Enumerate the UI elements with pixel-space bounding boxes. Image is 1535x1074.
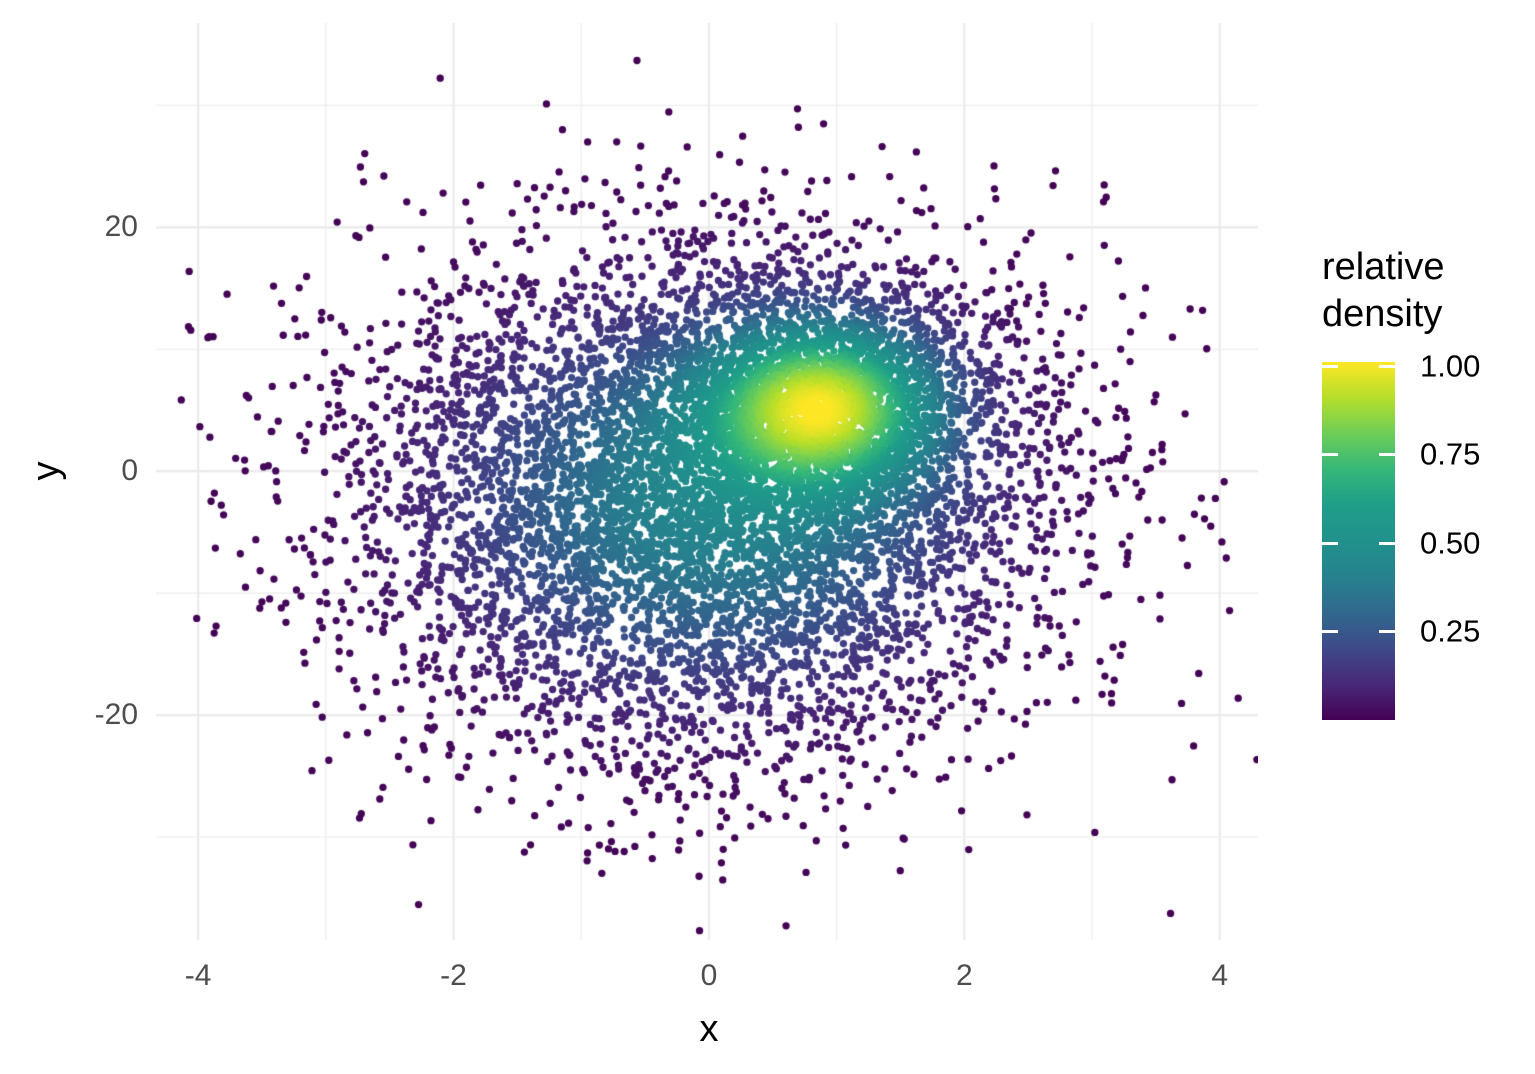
x-tick-label-2: 2 — [955, 959, 973, 992]
x-tick-label--4: -4 — [184, 959, 212, 992]
legend-title-line-2: density — [1322, 293, 1443, 335]
colorbar-tick-0.50-left — [1322, 541, 1338, 545]
colorbar-tick-0.25-right — [1379, 629, 1395, 633]
plot-panel-canvas — [156, 23, 1258, 940]
colorbar-label-1.00: 1.00 — [1420, 348, 1481, 384]
legend-title-line-1: relative — [1322, 246, 1445, 288]
colorbar-label-0.50: 0.50 — [1420, 525, 1481, 560]
colorbar-tick-1.00-left — [1322, 365, 1338, 368]
colorbar-tick-1.00-right — [1379, 365, 1395, 368]
colorbar-label-0.75: 0.75 — [1420, 436, 1481, 472]
x-tick-label-4: 4 — [1211, 959, 1229, 992]
x-tick-label--2: -2 — [440, 959, 467, 992]
colorbar-tick-0.75-right — [1379, 453, 1395, 457]
colorbar-legend: relative density 1.00 0.75 0.50 0.25 — [1322, 244, 1532, 720]
y-axis-title: y — [25, 461, 67, 481]
colorbar-gradient — [1322, 362, 1395, 720]
x-tick-label-0: 0 — [700, 959, 718, 992]
colorbar-label-0.25: 0.25 — [1420, 613, 1481, 649]
x-axis-title: x — [699, 1008, 719, 1050]
colorbar-tick-0.50-right — [1379, 541, 1395, 545]
y-tick-label--20: -20 — [94, 698, 138, 732]
y-tick-label-20: 20 — [104, 210, 138, 244]
colorbar-tick-0.25-left — [1322, 629, 1338, 633]
y-tick-label-0: 0 — [121, 454, 138, 488]
colorbar-tick-0.75-left — [1322, 453, 1338, 457]
